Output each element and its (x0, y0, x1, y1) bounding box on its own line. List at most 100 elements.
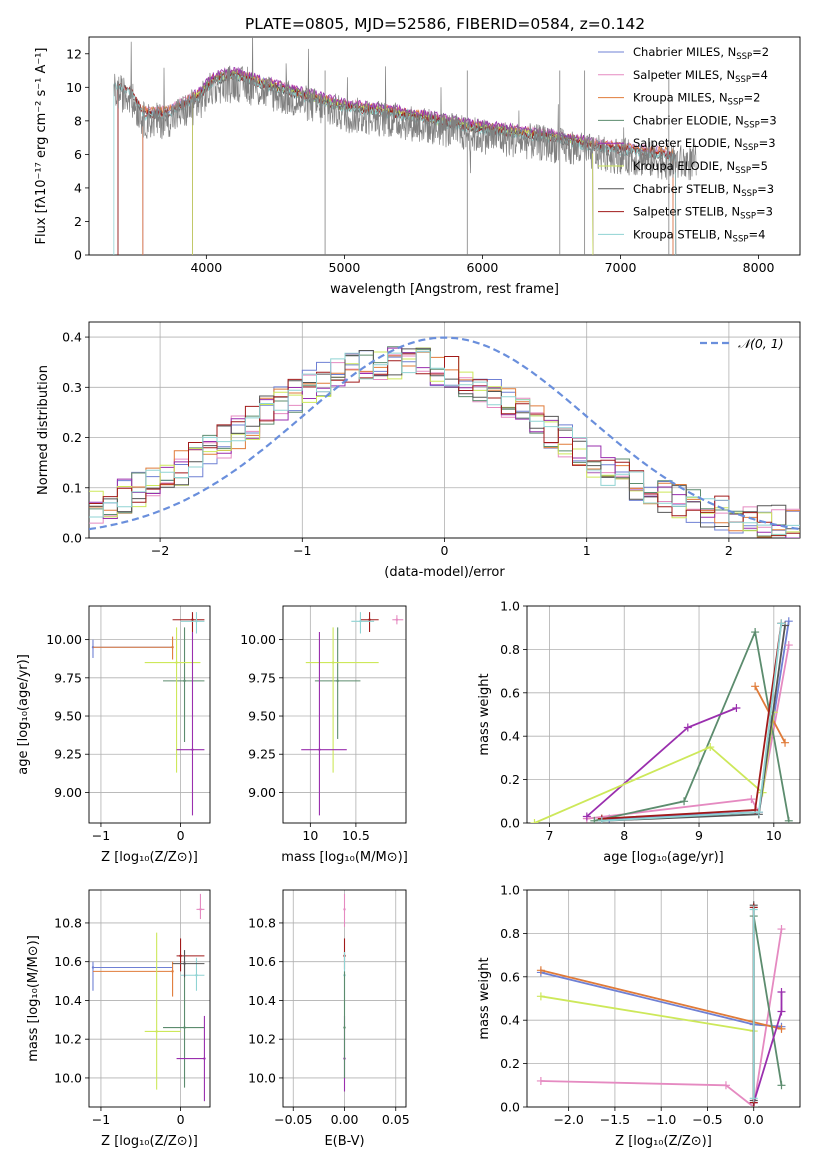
weight-marker (680, 797, 689, 806)
x-tick-label: −2.0 (553, 1112, 583, 1127)
legend-suffix: =3 (759, 136, 776, 150)
weight-marker (597, 816, 606, 823)
weight-marker (777, 987, 786, 996)
weight-marker (536, 966, 545, 975)
weight-series-line (601, 623, 783, 820)
legend-subscript: SSP (743, 143, 759, 153)
data-point (195, 974, 198, 977)
model-spectrum-line (192, 66, 594, 255)
data-point (171, 970, 174, 973)
weight-marker (777, 1007, 786, 1016)
x-tick-label: 9 (695, 828, 703, 843)
x-tick-label: 8 (620, 828, 628, 843)
legend-subscript: SSP (728, 98, 744, 108)
x-tick-label: −2 (151, 543, 169, 558)
x-tick-label: 6000 (467, 260, 499, 275)
y-tick-label: 0.2 (62, 430, 82, 445)
y-tick-label: 0.8 (500, 926, 520, 941)
y-axis-label: mass weight (477, 957, 492, 1039)
x-tick-label: 10.5 (342, 828, 370, 843)
weight-vs-Z-panel: −2.0 −1.5 −1.0 −0.5 0.0 0.0 0.2 0.4 0.6 0.8 1.0 Z [… (477, 883, 801, 1149)
y-tick-label: 0.3 (62, 380, 82, 395)
weight-marker (582, 812, 591, 821)
weight-marker (781, 738, 790, 747)
x-tick-label: 2 (725, 543, 733, 558)
x-axis-label: Z [log₁₀(Z/Z⊙)] (615, 1134, 712, 1149)
y-tick-label: 9.75 (54, 670, 82, 685)
y-tick-label: 0.8 (500, 642, 520, 657)
y-tick-label: 10.2 (248, 1032, 276, 1047)
y-tick-label: 10.4 (54, 993, 82, 1008)
axes-frame (282, 605, 407, 824)
y-tick-label: 0.0 (500, 1100, 520, 1115)
weight-series-line (540, 969, 782, 1030)
axes-frame (282, 889, 407, 1108)
data-point (155, 1030, 158, 1033)
x-tick-label: 10 (302, 828, 318, 843)
spectrum-panel: 4000 5000 6000 7000 8000 0 2 4 6 8 10 12 wavelength … (34, 36, 801, 297)
y-axis-label: Flux [fλ10⁻¹⁷ erg cm⁻² s⁻¹ A⁻¹] (34, 48, 49, 245)
x-axis-label: (data-model)/error (384, 565, 505, 580)
axes-frame (88, 321, 801, 539)
data-point (203, 1057, 206, 1060)
y-axis-label: mass [log₁₀(M/M⊙)] (26, 935, 41, 1062)
y-tick-label: 9.00 (54, 785, 82, 800)
y-tick-label: 4 (74, 180, 82, 195)
y-tick-label: 10.0 (248, 1070, 276, 1085)
x-tick-label: 10 (766, 828, 782, 843)
normal-reference-curve (89, 336, 800, 531)
axes-frame (526, 889, 801, 1108)
model-spectrum-line (142, 69, 674, 255)
data-point (199, 908, 202, 911)
mass-vs-ebv-panel: −0.05 0.00 0.05 10.0 10.2 10.4 10.6 10.8 E(B-V) (248, 889, 410, 1149)
y-tick-label: 2 (74, 214, 82, 229)
y-tick-label: 1.0 (500, 883, 520, 898)
y-tick-label: 10.6 (248, 954, 276, 969)
y-tick-label: 10.4 (248, 993, 276, 1008)
weight-marker (590, 816, 599, 823)
y-tick-label: 9.50 (248, 709, 276, 724)
x-tick-label: 0 (441, 543, 449, 558)
data-point (359, 620, 362, 623)
weight-marker (784, 641, 793, 650)
weight-marker (777, 1081, 786, 1090)
weight-series-line (601, 623, 783, 822)
y-tick-label: 0.2 (500, 1056, 520, 1071)
y-tick-label: 10.0 (54, 1070, 82, 1085)
weight-series-line (752, 992, 783, 1103)
axes-frame (526, 605, 801, 824)
spectrum-legend: Chabrier MILES, NSSP=2 Salpeter MILES, NS… (598, 45, 777, 244)
legend-suffix: =2 (752, 45, 769, 59)
weight-marker (683, 723, 692, 732)
y-tick-label: 10.2 (54, 1032, 82, 1047)
model-spectrum-line (192, 70, 594, 255)
residuals-panel: −2 −1 0 1 2 0.0 0.1 0.2 0.3 0.4 (data-model)/error… (36, 321, 801, 580)
observed-spectrum-line (113, 37, 697, 181)
data-point (368, 618, 371, 621)
figure-title: PLATE=0805, MJD=52586, FIBERID=0584, z=0… (245, 15, 645, 33)
data-point (336, 679, 339, 683)
data-point (183, 679, 186, 683)
x-tick-label: −1 (293, 543, 311, 558)
legend-label: Kroupa STELIB, NSSP=4 (633, 227, 765, 244)
weight-marker (777, 1024, 786, 1033)
data-point (343, 908, 346, 911)
x-tick-label: 0.0 (744, 1112, 764, 1127)
legend-subscript: SSP (744, 120, 760, 130)
y-tick-label: 9.75 (248, 670, 276, 685)
legend-subscript: SSP (735, 75, 751, 85)
y-tick-label: 9.50 (54, 709, 82, 724)
x-tick-label: −1 (92, 1112, 110, 1127)
legend-suffix: =4 (751, 68, 768, 82)
weight-marker (784, 617, 793, 626)
weight-series-line (540, 928, 783, 1107)
y-axis-label: mass weight (477, 673, 492, 755)
data-point (183, 1026, 186, 1029)
y-tick-label: 9.25 (54, 747, 82, 762)
axes-frame (88, 36, 801, 256)
weight-vs-age-panel: 7 8 9 10 0.0 0.2 0.4 0.6 0.8 1.0 age [log₁₀(age/yr… (477, 599, 801, 865)
y-tick-label: 10.6 (54, 954, 82, 969)
y-tick-label: 6 (74, 147, 82, 162)
residual-histogram (89, 351, 800, 535)
